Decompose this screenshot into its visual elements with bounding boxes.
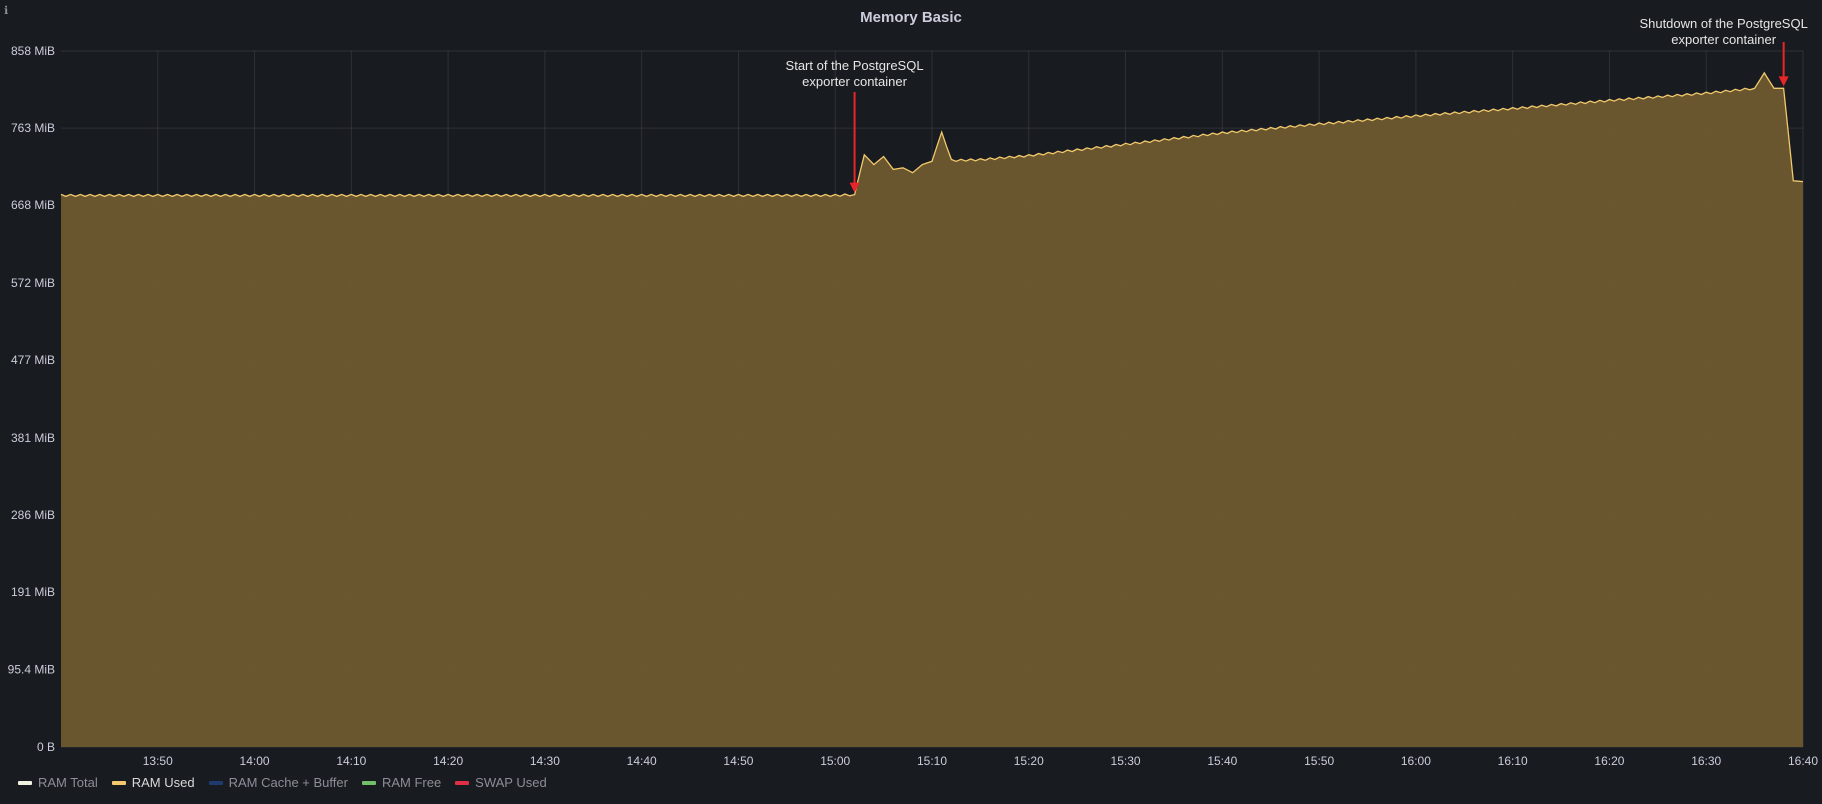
- x-tick-label: 14:20: [433, 754, 463, 768]
- legend: RAM Total RAM Used RAM Cache + Buffer RAM F…: [18, 775, 547, 790]
- annotation-text: Shutdown of the PostgreSQL exporter cont…: [1639, 16, 1808, 47]
- y-tick-label: 286 MiB: [11, 508, 55, 522]
- legend-item[interactable]: RAM Free: [361, 775, 442, 790]
- x-tick-label: 14:50: [723, 754, 753, 768]
- y-tick-label: 668 MiB: [11, 198, 55, 212]
- info-icon[interactable]: ℹ: [4, 4, 9, 17]
- x-tick-label: 14:40: [627, 754, 657, 768]
- y-tick-label: 858 MiB: [11, 44, 55, 58]
- chart-area[interactable]: 0 B 95.4 MiB 191 MiB 286 MiB 381 MiB 477 MiB 5…: [0, 0, 1822, 770]
- x-tick-label: 14:30: [530, 754, 560, 768]
- legend-item[interactable]: RAM Used: [111, 775, 195, 790]
- y-tick-label: 191 MiB: [11, 585, 55, 599]
- legend-swatch: [361, 780, 376, 785]
- y-tick-label: 477 MiB: [11, 353, 55, 367]
- y-tick-label: 763 MiB: [11, 121, 55, 135]
- x-tick-label: 16:00: [1401, 754, 1431, 768]
- series-area-ram-used: [61, 72, 1803, 747]
- annotation-arrowhead: [849, 182, 860, 193]
- x-tick-label: 14:00: [240, 754, 270, 768]
- legend-label: RAM Used: [131, 775, 195, 790]
- x-tick-label: 15:50: [1304, 754, 1334, 768]
- x-tick-label: 15:30: [1111, 754, 1141, 768]
- annotation-text: Start of the PostgreSQL exporter contain…: [785, 58, 924, 89]
- legend-item[interactable]: SWAP Used: [455, 775, 547, 790]
- legend-item[interactable]: RAM Cache + Buffer: [208, 775, 348, 790]
- x-tick-label: 16:30: [1691, 754, 1721, 768]
- panel-title: Memory Basic: [860, 9, 962, 26]
- legend-item[interactable]: RAM Total: [18, 775, 98, 790]
- x-tick-label: 14:10: [336, 754, 366, 768]
- legend-swatch: [18, 780, 32, 785]
- legend-swatch: [455, 780, 470, 785]
- y-tick-label: 572 MiB: [11, 276, 55, 290]
- y-tick-label: 0 B: [37, 740, 55, 754]
- x-tick-label: 13:50: [143, 754, 173, 768]
- x-tick-label: 16:10: [1498, 754, 1528, 768]
- series-line-ram-used: [60, 71, 1804, 198]
- legend-label: RAM Total: [38, 775, 98, 790]
- x-tick-label: 15:40: [1207, 754, 1237, 768]
- x-tick-label: 16:20: [1594, 754, 1624, 768]
- legend-label: RAM Free: [381, 775, 442, 790]
- legend-swatch: [111, 780, 126, 785]
- x-tick-label: 15:00: [820, 754, 850, 768]
- x-tick-label: 15:20: [1014, 754, 1044, 768]
- annotation-arrowhead: [1778, 76, 1789, 87]
- legend-swatch: [208, 780, 223, 785]
- legend-label: SWAP Used: [475, 775, 547, 790]
- legend-label: RAM Cache + Buffer: [228, 775, 348, 790]
- x-tick-label: 16:40: [1788, 754, 1818, 768]
- y-tick-label: 95.4 MiB: [8, 663, 55, 677]
- x-tick-label: 15:10: [917, 754, 947, 768]
- y-tick-label: 381 MiB: [11, 431, 55, 445]
